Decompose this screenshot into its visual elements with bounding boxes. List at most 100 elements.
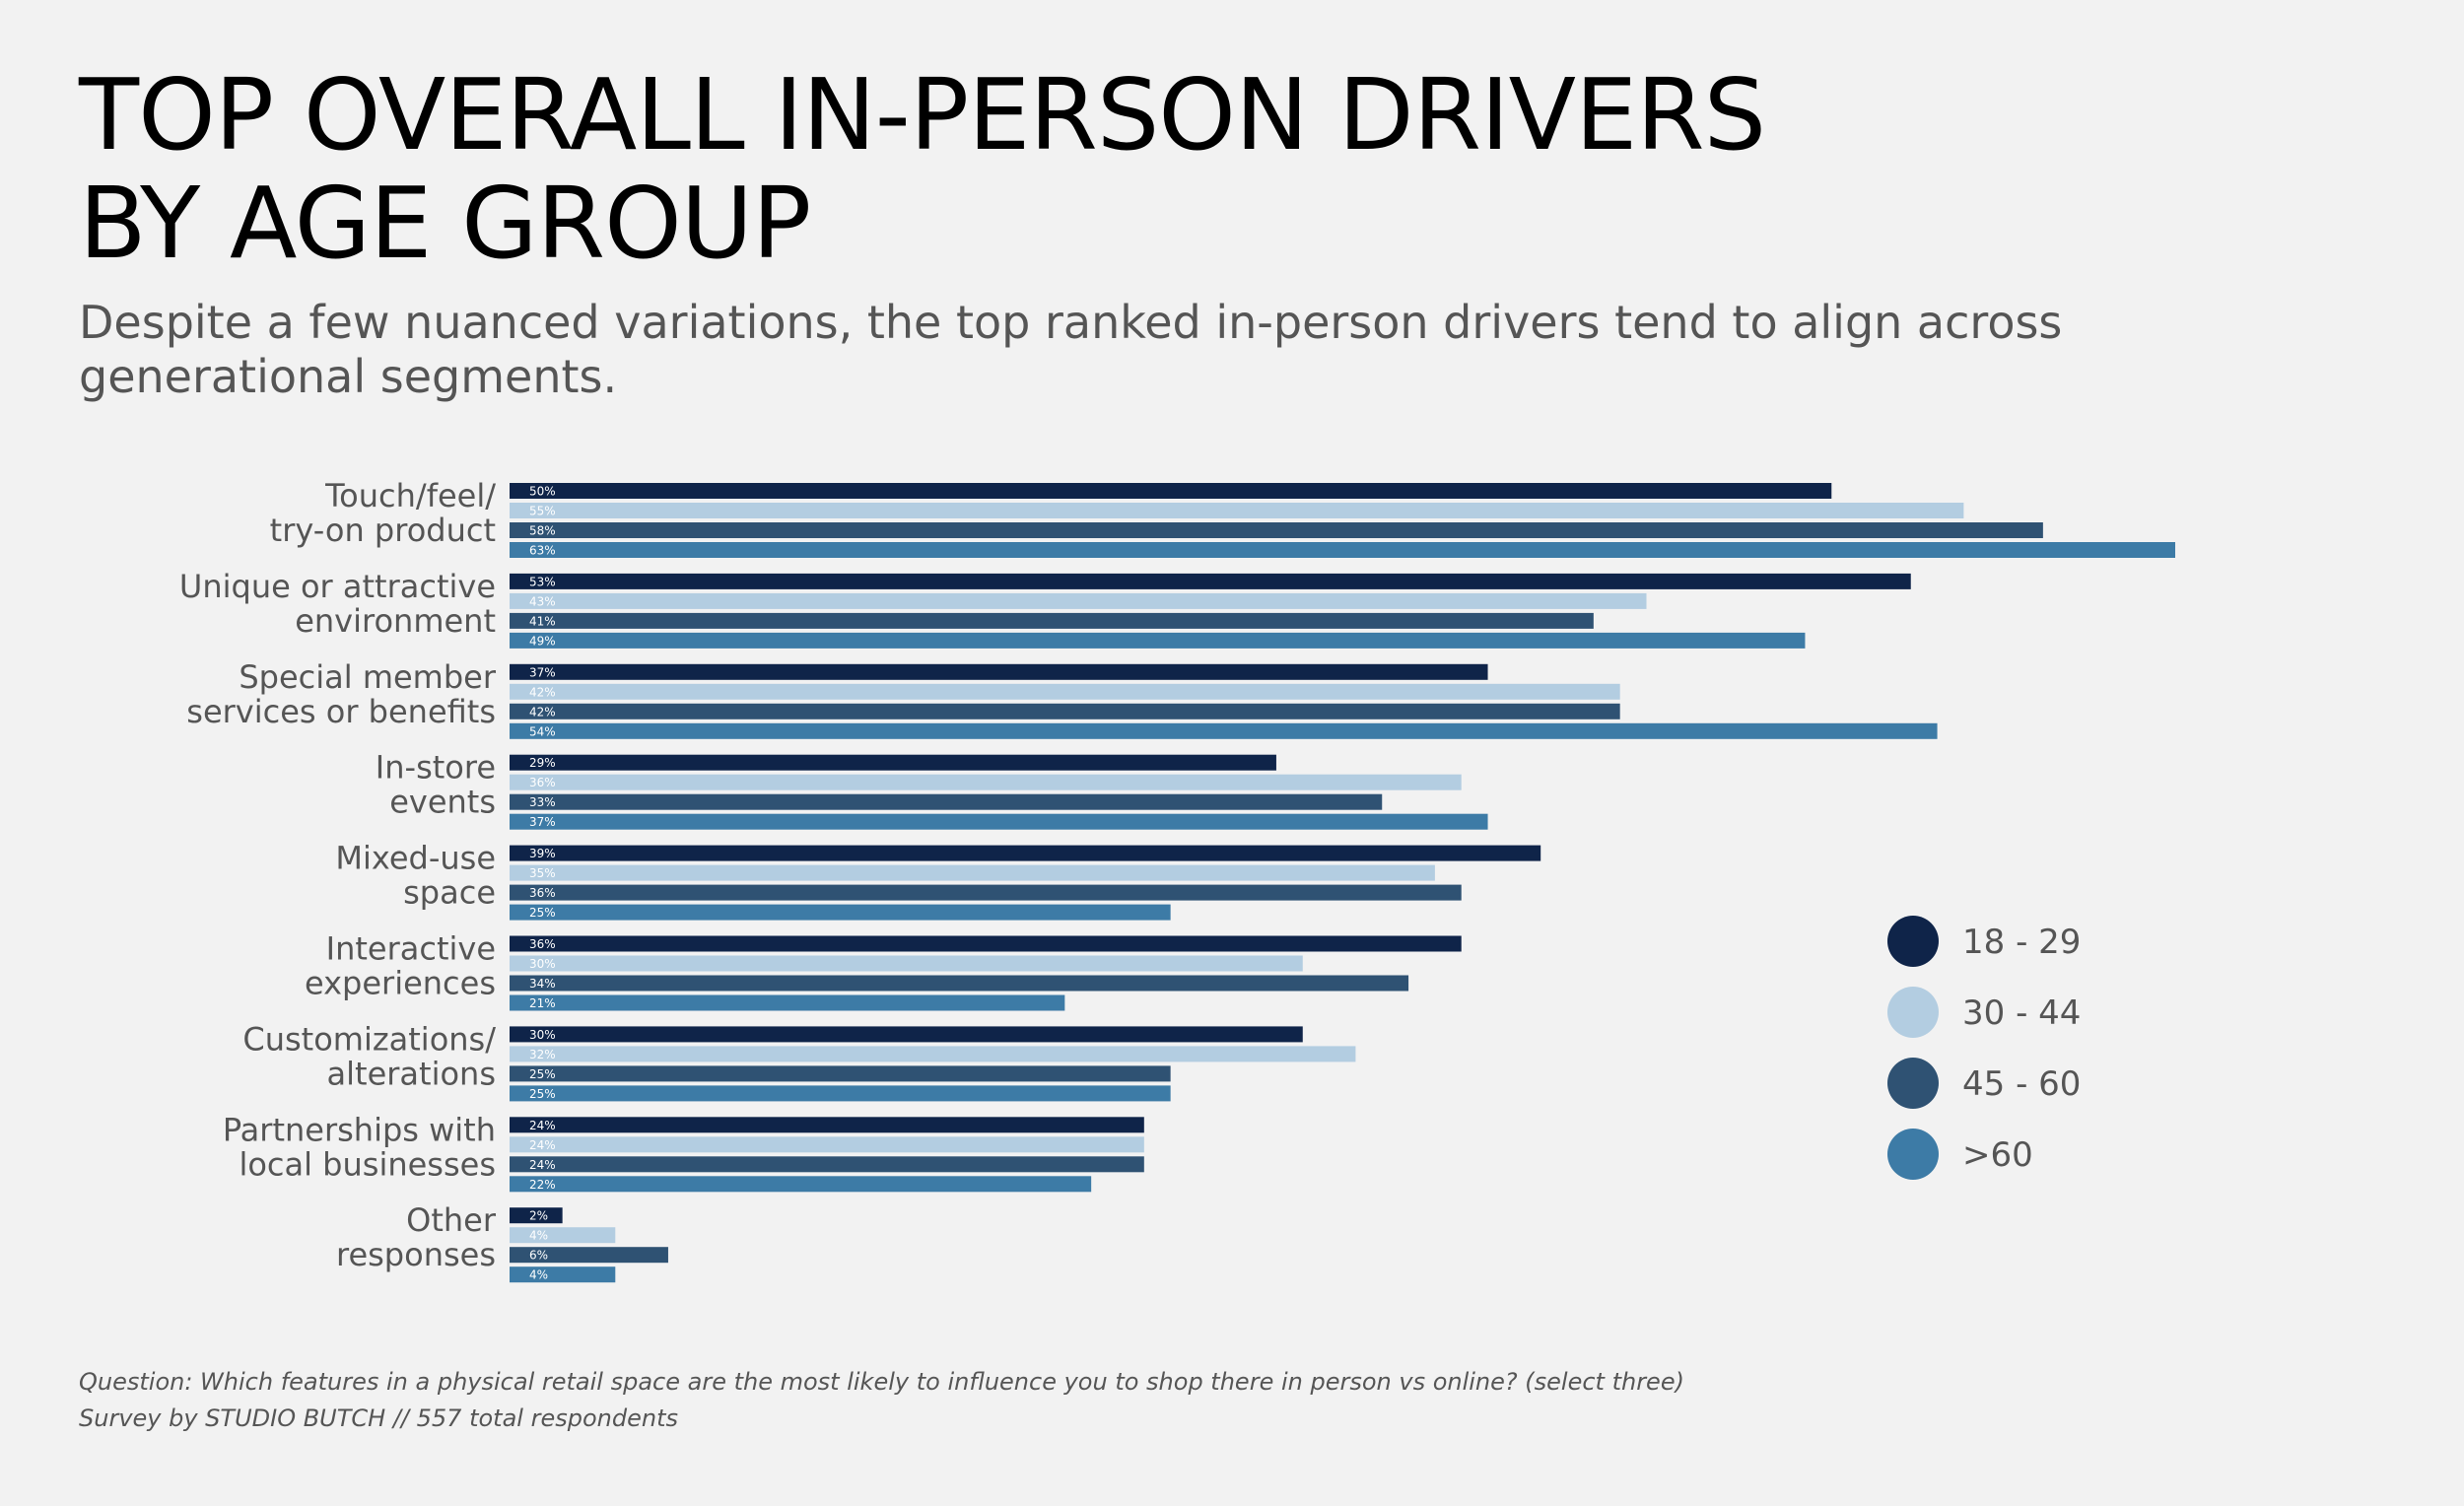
bar [510,955,1303,972]
bar-value-label: 34% [529,977,556,991]
bar [510,994,1065,1011]
bar-value-label: 2% [529,1209,548,1223]
bar [510,1026,1303,1043]
bar-group: In-store events 29% 36% 33% 37% [376,749,1488,830]
category-label-line: Unique or attractive [179,568,496,605]
legend-swatch [1887,987,1939,1038]
bar [510,884,1462,901]
category-label: Touch/feel/try-on product [270,477,497,549]
category-label-line: Interactive [326,930,496,968]
bar [510,632,1806,649]
category-label-line: Customizations/ [242,1020,496,1058]
legend-swatch [1887,1129,1939,1180]
category-label-line: experiences [305,965,496,1002]
bar-value-label: 54% [529,724,556,738]
bar-value-label: 25% [529,1067,556,1081]
bar-value-label: 63% [529,544,556,558]
bar-value-label: 25% [529,906,556,920]
category-label: In-store events [376,749,496,821]
category-label: Customizations/alterations [242,1020,496,1092]
bar-value-label: 58% [529,524,556,538]
bar-value-label: 43% [529,594,556,608]
bar [510,864,1435,881]
bar [510,1046,1356,1062]
category-label-line: events [389,784,496,821]
bar-value-label: 36% [529,937,556,951]
bar [510,522,2043,538]
bar [510,592,1647,609]
bar-value-label: 32% [529,1048,556,1061]
chart-title-line-1: TOP OVERALL IN-PERSON DRIVERS [79,57,1766,172]
bar [510,663,1488,680]
bar-value-label: 42% [529,685,556,699]
bar [510,1176,1092,1193]
bar-group: Touch/feel/try-on product 50% 55% 58% 63% [270,477,2175,558]
category-label-line: In-store [376,749,496,787]
bar [510,1156,1144,1173]
bar [510,1266,616,1283]
bar [510,1065,1171,1082]
bar-value-label: 41% [529,614,556,628]
bar-group: Customizations/alterations 30% 32% 25% 25% [242,1020,1356,1102]
bar-value-label: 24% [529,1138,556,1152]
chart-subtitle: Despite a few nuanced variations, the to… [79,296,2063,403]
bar-value-label: 36% [529,776,556,789]
category-label-line: Partnerships with [223,1111,496,1148]
bar [510,1227,616,1244]
legend-label: >60 [1962,1135,2033,1175]
bar [510,845,1541,861]
bar [510,975,1409,992]
chart-title-line-2: BY AGE GROUP [79,166,811,281]
bar [510,1247,668,1264]
bar-value-label: 29% [529,756,556,770]
bar-value-label: 37% [529,815,556,829]
bar-value-label: 24% [529,1158,556,1172]
bar-value-label: 37% [529,665,556,679]
bar [510,503,1964,518]
category-label-line: alterations [327,1055,496,1092]
bar-group: Interactive experiences 36% 30% 34% 21% [305,930,1462,1011]
bar [510,683,1620,700]
category-label-line: Mixed-use [335,840,496,877]
chart-legend: 18 - 29 30 - 44 45 - 60 >60 [1887,916,2081,1180]
bar [510,813,1488,830]
bar-value-label: 21% [529,996,556,1010]
bar-value-label: 33% [529,795,556,809]
bar [510,754,1276,771]
chart-title: TOP OVERALL IN-PERSON DRIVERS BY AGE GRO… [79,57,1766,281]
bar-value-label: 24% [529,1119,556,1132]
category-label-line: Special member [239,658,497,696]
legend-swatch [1887,916,1939,967]
bar [510,703,1620,719]
category-label: Other responses [336,1201,497,1273]
bar-value-label: 25% [529,1087,556,1101]
bar-group: Mixed-use space 39% 35% 36% 25% [335,840,1541,921]
category-label-line: space [403,874,496,912]
bar-value-label: 53% [529,575,556,588]
category-label-line: Other [406,1201,497,1239]
legend-label: 18 - 29 [1962,923,2081,962]
bar [510,542,2175,558]
survey-source-note: Survey by STUDIO BUTCH // 557 total resp… [79,1404,678,1432]
bar-group: Unique or attractive environment 53% 43% 41%… [179,568,1911,649]
category-label-line: try-on product [270,512,496,549]
bar-value-label: 50% [529,485,556,499]
bar-value-label: 4% [529,1268,548,1282]
category-label: Interactive experiences [305,930,496,1002]
bar [510,1117,1144,1133]
bar-value-label: 39% [529,847,556,860]
category-label-line: Touch/feel/ [324,477,496,514]
bar-group: Special member services or benefits 37% 42%… [186,658,1938,739]
category-label-line: local businesses [239,1145,496,1183]
category-label-line: responses [336,1236,496,1273]
category-label-line: services or benefits [186,693,496,730]
bar-value-label: 42% [529,705,556,719]
bar [510,612,1594,629]
bar [510,573,1911,589]
category-label: Special member services or benefits [186,658,497,730]
bar [510,483,1832,499]
legend-label: 45 - 60 [1962,1064,2081,1104]
bar [510,1085,1171,1102]
bar-value-label: 22% [529,1178,556,1192]
